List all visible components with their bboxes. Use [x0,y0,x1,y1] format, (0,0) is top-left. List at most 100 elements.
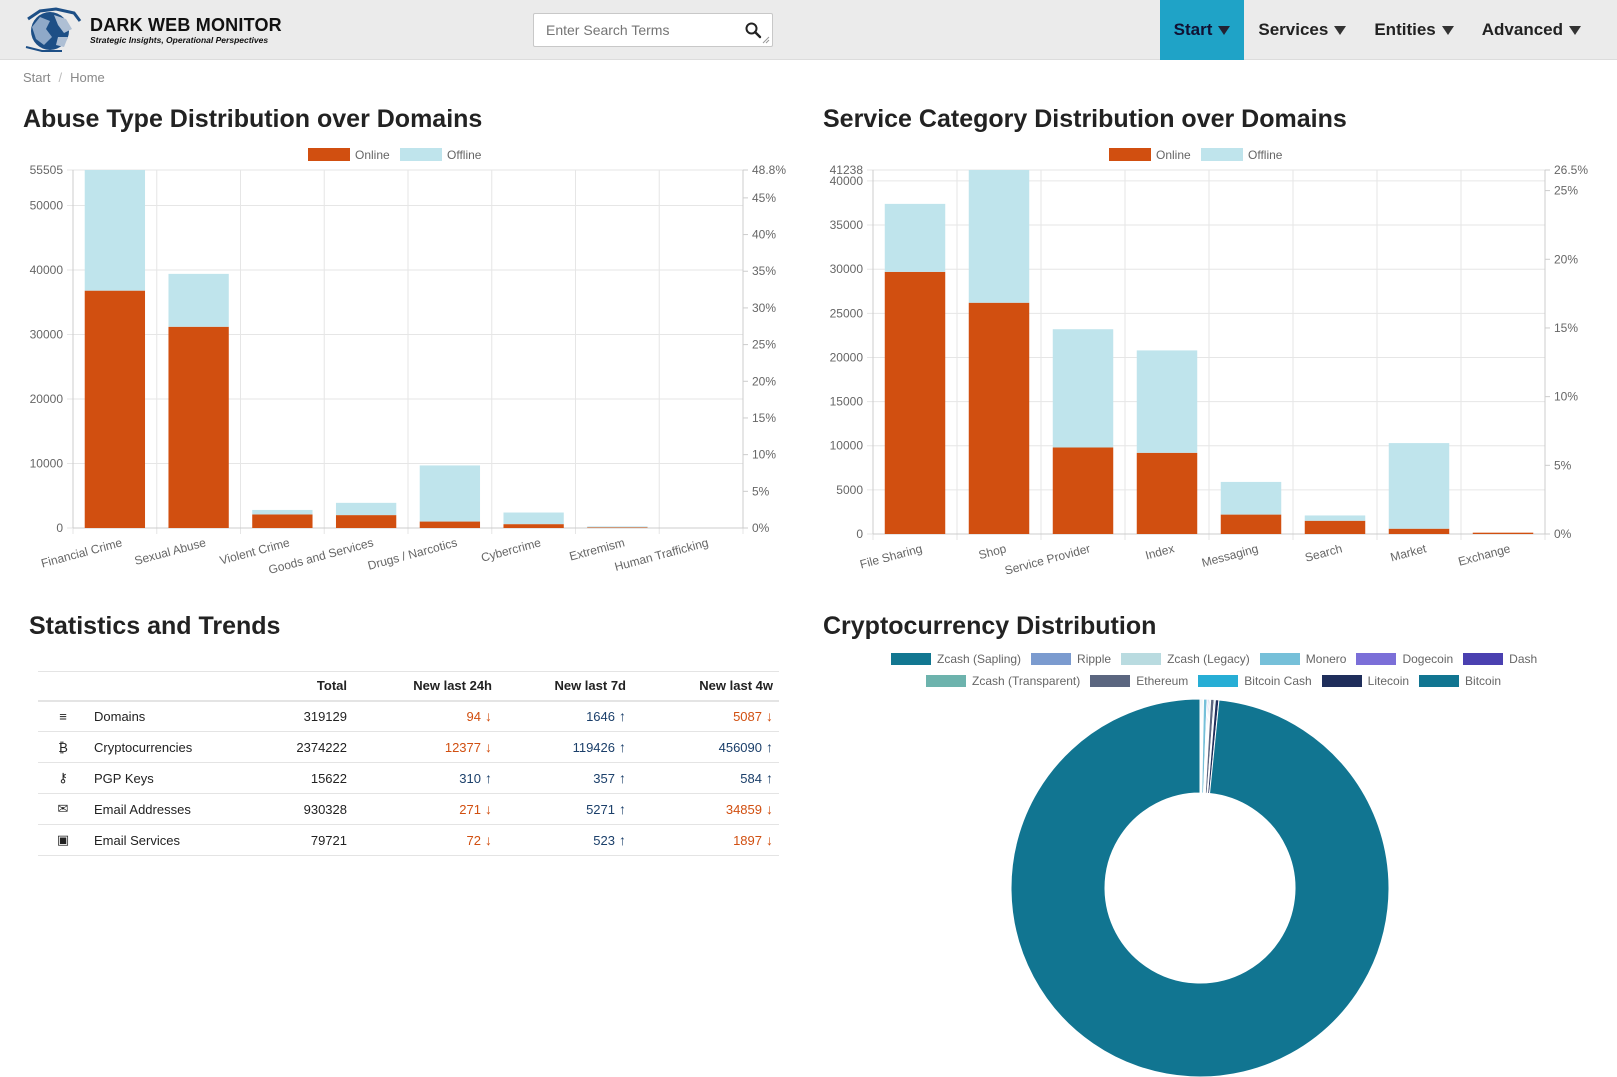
service-bar-offline[interactable] [968,170,1030,303]
abuse-bar-offline[interactable] [252,509,313,515]
arrow-up-icon: ↑ [485,770,492,786]
nav-advanced[interactable]: Advanced [1468,0,1617,60]
stats-title: Statistics and Trends [29,612,281,640]
abuse-bar-online[interactable] [419,521,481,528]
abuse-bar-offline[interactable] [84,170,146,291]
envelope-icon: ✉ [57,801,69,816]
stats-row[interactable]: ₿ Cryptocurrencies 2374222 12377 ↓ 119426 ↑ 456… [38,731,779,763]
stats-header-7d: New last 7d [498,671,632,702]
brand[interactable]: DARK WEB MONITOR Strategic Insights, Ope… [22,7,282,53]
service-bar-online[interactable] [1472,532,1534,534]
crypto-legend-item[interactable]: Zcash (Transparent) [926,674,1080,688]
service-bar-online[interactable] [1388,528,1450,534]
abuse-legend-swatch[interactable] [400,148,442,161]
stats-header-row: Total New last 24h New last 7d New last … [38,671,779,702]
search-input[interactable] [534,14,734,46]
stats-row-name: PGP Keys [94,770,154,786]
crypto-slice[interactable] [1010,698,1390,1077]
abuse-bar-online[interactable] [84,290,146,528]
abuse-legend-label[interactable]: Online [355,148,390,162]
abuse-bar-online[interactable] [168,326,229,528]
service-bar-offline[interactable] [884,203,946,272]
nav-services[interactable]: Services [1244,0,1360,60]
stats-row[interactable]: ≡ Domains 319129 94 ↓ 1646 ↑ 5087 ↓ [38,700,779,732]
abuse-y2tick: 30% [752,301,776,315]
nav-start-label: Start [1173,20,1213,39]
crypto-legend-item[interactable]: Bitcoin Cash [1198,674,1312,688]
crypto-legend-item[interactable]: Zcash (Sapling) [891,652,1021,666]
crypto-legend-item[interactable]: Ethereum [1090,674,1188,688]
abuse-ytick: 20000 [30,392,64,406]
abuse-legend-label[interactable]: Offline [447,148,482,162]
abuse-bar-online[interactable] [335,515,397,528]
crypto-legend-item[interactable]: Zcash (Legacy) [1121,652,1250,666]
service-legend-label[interactable]: Offline [1248,148,1283,162]
crypto-legend-item[interactable]: Litecoin [1321,674,1409,688]
service-bar-online[interactable] [1304,520,1366,534]
service-y2tick: 25% [1554,184,1578,198]
crypto-legend-label: Dash [1509,652,1538,666]
breadcrumb-separator: / [58,70,63,85]
service-bar-offline[interactable] [1052,329,1114,448]
service-y2tick: 0% [1554,527,1572,541]
abuse-ytick: 50000 [30,199,64,213]
stats-row[interactable]: ▣ Email Services 79721 72 ↓ 523 ↑ 1897 ↓ [38,824,779,856]
crypto-legend-item[interactable]: Bitcoin [1419,674,1501,688]
service-bar-offline[interactable] [1388,443,1450,529]
nav-entities[interactable]: Entities [1360,0,1467,60]
service-ytick: 30000 [830,262,864,276]
service-xtick: Messaging [1200,541,1260,570]
abuse-y2tick: 15% [752,411,776,425]
stats-row-name: Email Addresses [94,801,191,817]
service-bar-online[interactable] [1220,514,1282,534]
service-legend-swatch[interactable] [1201,148,1243,161]
abuse-bar-online[interactable] [503,524,564,528]
service-ytick: 0 [856,527,863,541]
abuse-bar-offline[interactable] [503,512,564,525]
abuse-bar-online[interactable] [252,514,313,528]
abuse-bar-offline[interactable] [335,502,397,516]
service-bar-offline[interactable] [1304,515,1366,521]
abuse-ytick: 30000 [30,328,64,342]
service-bar-online[interactable] [1052,447,1114,534]
globe-logo-icon [25,7,82,52]
service-xtick: Exchange [1457,541,1512,568]
service-bar-online[interactable] [968,302,1030,534]
stats-row-name: Domains [94,708,146,724]
service-legend-swatch[interactable] [1109,148,1151,161]
abuse-bar-offline[interactable] [587,526,648,528]
breadcrumb-start[interactable]: Start [23,70,51,85]
arrow-up-icon: ↑ [619,770,626,786]
nav-entities-label: Entities [1374,20,1436,39]
abuse-bar-offline[interactable] [168,273,229,327]
stats-row-name: Email Services [94,832,180,848]
abuse-bar-offline[interactable] [419,465,481,522]
service-y2tick: 10% [1554,390,1578,404]
service-y2tick: 26.5% [1554,163,1588,177]
search-icon[interactable] [744,21,762,39]
breadcrumb-home: Home [70,70,105,85]
crypto-legend-item[interactable]: Dogecoin [1356,652,1453,666]
crypto-legend-item[interactable]: Monero [1259,652,1347,666]
stats-row-24h: 310 [459,771,481,786]
service-bar-offline[interactable] [1220,481,1282,515]
abuse-legend-swatch[interactable] [308,148,350,161]
service-legend-label[interactable]: Online [1156,148,1191,162]
stats-row-24h: 94 [466,709,481,725]
nav-start[interactable]: Start [1159,0,1245,60]
crypto-legend-label: Ripple [1077,652,1112,666]
abuse-bar-online[interactable] [587,527,648,528]
stats-row[interactable]: ⚷ PGP Keys 15622 310 ↑ 357 ↑ 584 ↑ [38,762,779,794]
service-bar-online[interactable] [1136,452,1198,534]
crypto-legend-label: Monero [1305,652,1347,666]
service-bar-online[interactable] [884,271,946,534]
abuse-xtick: Sexual Abuse [133,535,208,568]
resize-grip-icon[interactable] [762,36,770,44]
crypto-legend-item[interactable]: Dash [1463,652,1537,666]
abuse-ytick: 10000 [30,457,64,471]
abuse-y2tick: 45% [752,191,776,205]
crypto-legend-item[interactable]: Ripple [1031,652,1111,666]
stats-row[interactable]: ✉ Email Addresses 930328 271 ↓ 5271 ↑ 34859 ↓ [38,793,779,825]
abuse-xtick: Cybercrime [480,535,543,564]
service-bar-offline[interactable] [1136,350,1198,453]
